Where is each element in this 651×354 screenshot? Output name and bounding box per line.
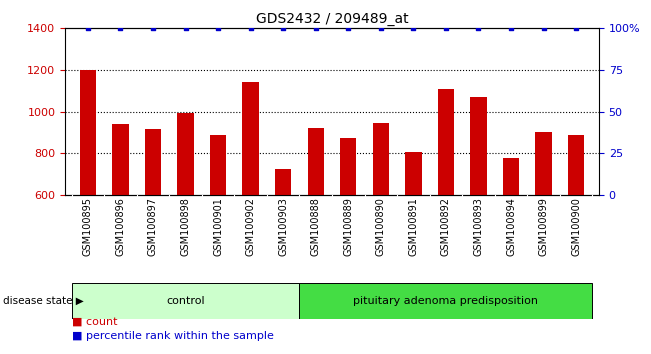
- Point: [115, 25, 126, 31]
- Bar: [113, 124, 129, 195]
- Text: disease state ▶: disease state ▶: [3, 296, 84, 306]
- Point: [245, 25, 256, 31]
- Text: GSM100898: GSM100898: [180, 198, 191, 256]
- Bar: [72, 283, 299, 319]
- Bar: [275, 169, 292, 195]
- Text: GSM100899: GSM100899: [538, 198, 549, 256]
- Bar: [373, 123, 389, 195]
- Point: [473, 25, 484, 31]
- Point: [343, 25, 353, 31]
- Point: [213, 25, 223, 31]
- Text: GSM100890: GSM100890: [376, 198, 386, 256]
- Point: [278, 25, 288, 31]
- Point: [538, 25, 549, 31]
- Bar: [178, 113, 194, 195]
- Point: [571, 25, 581, 31]
- Bar: [536, 132, 552, 195]
- Bar: [340, 137, 357, 195]
- Bar: [210, 136, 227, 195]
- Text: GSM100903: GSM100903: [278, 198, 288, 256]
- Point: [180, 25, 191, 31]
- Text: GSM100893: GSM100893: [473, 198, 484, 256]
- Text: GSM100889: GSM100889: [343, 198, 353, 256]
- Text: GSM100892: GSM100892: [441, 198, 451, 256]
- Title: GDS2432 / 209489_at: GDS2432 / 209489_at: [256, 12, 408, 26]
- Text: GSM100901: GSM100901: [213, 198, 223, 256]
- Point: [441, 25, 451, 31]
- Bar: [503, 158, 519, 195]
- Bar: [437, 88, 454, 195]
- Point: [148, 25, 158, 31]
- Text: control: control: [166, 296, 205, 306]
- Point: [376, 25, 386, 31]
- Point: [311, 25, 321, 31]
- Text: pituitary adenoma predisposition: pituitary adenoma predisposition: [353, 296, 538, 306]
- Point: [83, 25, 93, 31]
- Text: GSM100896: GSM100896: [115, 198, 126, 256]
- Bar: [471, 97, 487, 195]
- Point: [408, 25, 419, 31]
- Bar: [243, 82, 259, 195]
- Text: GSM100897: GSM100897: [148, 198, 158, 256]
- Point: [506, 25, 516, 31]
- Text: GSM100894: GSM100894: [506, 198, 516, 256]
- Bar: [568, 136, 585, 195]
- Text: GSM100895: GSM100895: [83, 198, 93, 256]
- Bar: [308, 128, 324, 195]
- Bar: [80, 70, 96, 195]
- Text: GSM100902: GSM100902: [245, 198, 256, 256]
- Text: GSM100900: GSM100900: [571, 198, 581, 256]
- Text: GSM100888: GSM100888: [311, 198, 321, 256]
- Bar: [299, 283, 592, 319]
- Text: ■ percentile rank within the sample: ■ percentile rank within the sample: [72, 331, 273, 341]
- Text: GSM100891: GSM100891: [408, 198, 419, 256]
- Text: ■ count: ■ count: [72, 317, 117, 327]
- Bar: [145, 129, 161, 195]
- Bar: [405, 152, 422, 195]
